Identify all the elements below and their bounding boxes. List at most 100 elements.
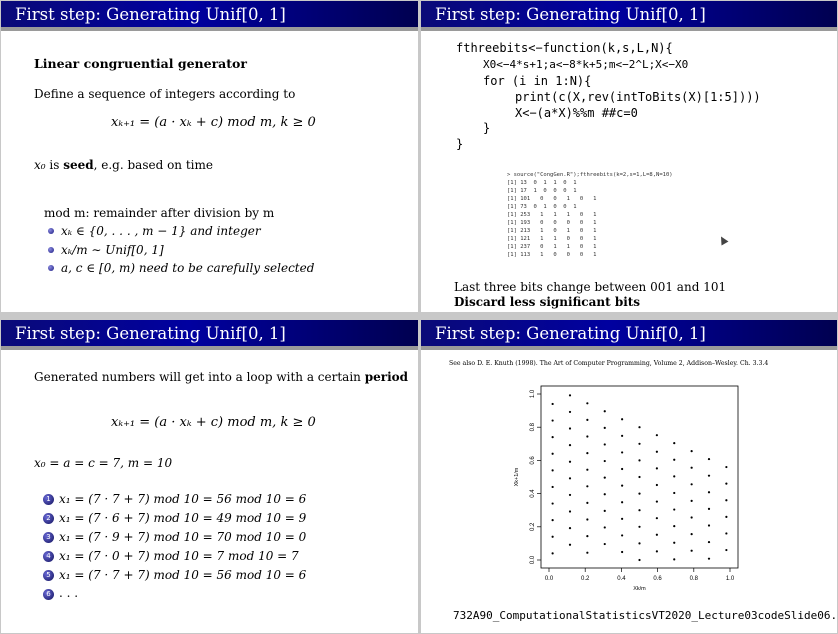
y-tick-label: 0.0 [530,555,536,564]
scatter-point [655,550,658,553]
scatter-point [568,394,572,397]
params-line: x₀ = a = c = 7, m = 10 [34,456,173,470]
scatter-point [690,499,693,502]
scatter-point [621,434,624,437]
scatter-point [586,551,589,554]
y-tick-label: 1.0 [530,389,536,398]
slide-title: First step: Generating Unif[0, 1] [15,5,286,24]
bullet-item-1: xₖ ∈ {0, . . . , m − 1} and integer [61,224,261,238]
scatter-point [638,442,641,445]
x-tick-label: 0.2 [581,576,590,582]
scatter-point [638,426,641,429]
mouse-cursor-icon [717,234,729,246]
scatter-point [551,535,554,538]
scatter-point [551,519,554,522]
bullet-icon [48,228,54,234]
scatter-plot: 0.0 0.2 0.4 0.6 0.8 1.0 0.0 0.2 0.4 0.6 0.8 1.0 Xk/m… [514,385,739,592]
scatter-point [690,549,693,552]
enum-marker-4: 4 [43,551,54,562]
scatter-point [673,541,676,544]
bullet-icon [48,247,54,253]
plot-frame [540,385,739,569]
code-line-2: X0<−4*s+1;a<−8*k+5;m<−2^L;X<−X0 [483,58,689,71]
scatter-point [603,459,606,463]
period-intro: Generated numbers will get into a loop w… [34,370,408,384]
scatter-point [586,418,589,421]
scatter-point [603,476,606,479]
scatter-point [655,483,658,487]
x-tick-label: 1.0 [726,576,735,582]
slide-heading: Linear congruential generator [34,56,247,71]
y-tick-label: 0.4 [530,489,536,498]
mod-definition: mod m: remainder after division by m [44,206,275,220]
seed-word: seed [63,158,94,172]
y-axis-label: Xk+1/m [514,467,520,486]
scatter-point [551,452,554,455]
enum-item-4: x₁ = (7 · 0 + 7) mod 10 = 7 mod 10 = 7 [59,549,299,563]
enum-marker-3: 3 [43,532,54,543]
scatter-point [568,427,572,430]
scatter-point [621,484,624,487]
scatter-point [586,435,589,438]
y-tick-label: 0.2 [530,522,536,531]
scatter-point [603,410,606,413]
scatter-point [707,524,711,527]
scatter-point [673,442,676,445]
note-bits-change: Last three bits change between 001 and 1… [454,280,727,294]
enum-item-5: x₁ = (7 · 7 + 7) mod 10 = 56 mod 10 = 6 [59,568,307,582]
scatter-point [673,458,676,461]
bullet-item-2: xₖ/m ∼ Unif[0, 1] [61,243,164,257]
x-tick-label: 0.4 [617,576,626,582]
slide-2: First step: Generating Unif[0, 1] fthree… [421,1,837,312]
source-file-name: 732A90_ComputationalStatisticsVT2020_Lec… [453,609,837,622]
scatter-point [603,542,606,546]
slide-4: First step: Generating Unif[0, 1] See al… [421,320,837,633]
enum-marker-6: 6 [43,589,54,600]
scatter-point [673,475,676,478]
slide-title-bar: First step: Generating Unif[0, 1] [421,1,837,31]
scatter-point [568,444,572,447]
x-tick-label: 0.8 [690,576,699,582]
scatter-point [586,535,589,538]
scatter-point [725,532,728,535]
enum-item-ellipsis: . . . [59,586,79,600]
scatter-point [707,540,711,544]
scatter-point [603,443,606,446]
scatter-point [707,457,711,461]
intro-text: Define a sequence of integers according … [34,87,296,101]
code-line-4: print(c(X,rev(intToBits(X)[1:5]))) [515,90,761,104]
code-line-3: for (i in 1:N){ [483,74,592,88]
enum-marker-1: 1 [43,494,54,505]
period-intro-text: Generated numbers will get into a loop w… [34,370,365,384]
slide-title: First step: Generating Unif[0, 1] [435,5,706,24]
scatter-point [586,452,589,455]
formula: xₖ₊₁ = (a · xₖ + c) mod m, k ≥ 0 [111,415,316,430]
scatter-point [690,466,693,469]
period-word: period [364,370,409,384]
scatter-point [707,491,711,494]
scatter-point [621,418,624,421]
slide-3: First step: Generating Unif[0, 1] Genera… [1,320,418,633]
scatter-point [638,509,641,512]
slide-title-bar: First step: Generating Unif[0, 1] [1,1,418,31]
enum-item-1: x₁ = (7 · 7 + 7) mod 10 = 56 mod 10 = 6 [59,492,307,506]
scatter-point [568,510,572,513]
scatter-point [725,499,728,502]
scatter-point [655,467,658,470]
slide-title: First step: Generating Unif[0, 1] [435,324,706,343]
bullet-icon [48,265,54,271]
scatter-point [586,402,589,405]
scatter-point [621,451,624,454]
seed-symbol: x₀ [34,158,46,172]
bullet-item-3: a, c ∈ [0, m) need to be carefully selec… [61,261,315,275]
scatter-point [621,550,624,554]
scatter-point [551,502,554,505]
enum-marker-2: 2 [43,513,54,524]
scatter-point [690,483,693,486]
scatter-point [707,507,711,510]
scatter-point [621,501,624,504]
scatter-point [725,482,728,485]
slide-title-bar: First step: Generating Unif[0, 1] [421,320,837,350]
scatter-point [551,552,554,555]
scatter-point [621,517,624,520]
